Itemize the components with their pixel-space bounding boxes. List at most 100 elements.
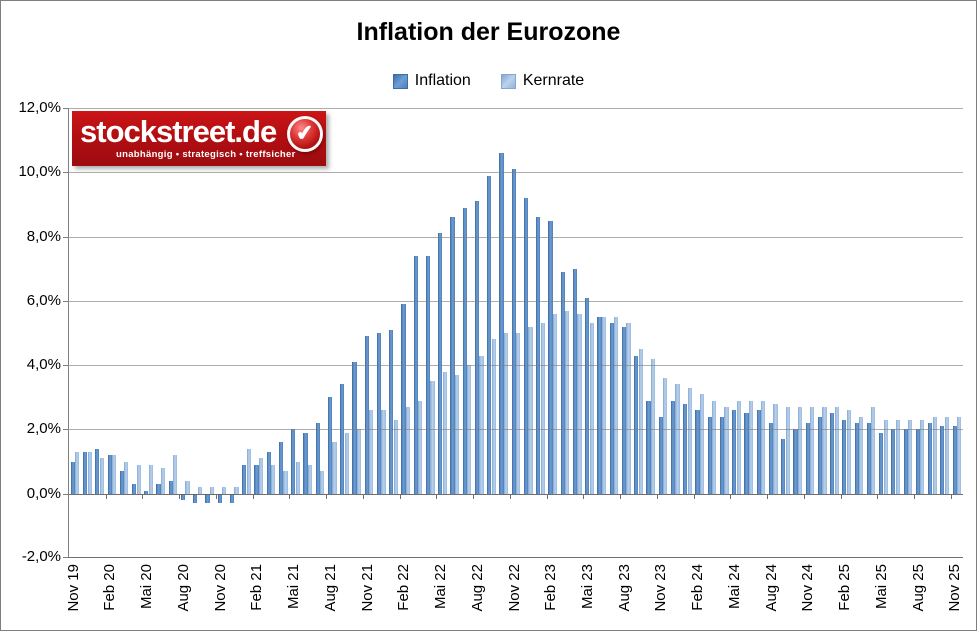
bar-kernrate: [442, 371, 447, 494]
y-axis-label: -2,0%: [21, 548, 61, 565]
x-axis-tick: [215, 493, 217, 499]
x-axis-label: Aug 22: [468, 564, 486, 612]
bar-inflation: [487, 175, 492, 494]
x-axis-label: Nov 24: [799, 564, 817, 612]
bar-kernrate: [577, 313, 582, 494]
bar-kernrate: [528, 326, 533, 494]
bar-kernrate: [846, 410, 851, 494]
x-axis-tick: [767, 493, 769, 499]
bar-inflation: [352, 361, 357, 494]
bar-kernrate: [124, 461, 129, 494]
x-axis-tick: [877, 493, 879, 499]
x-axis-label: Aug 25: [909, 564, 927, 612]
y-axis-line: [68, 108, 69, 558]
chart-legend: Inflation Kernrate: [1, 72, 976, 90]
y-axis-tick: [63, 108, 69, 109]
bar-kernrate: [369, 410, 374, 494]
x-axis-tick: [546, 493, 548, 499]
bar-inflation: [585, 297, 590, 494]
gridline: [69, 108, 963, 109]
bar-kernrate: [822, 406, 827, 494]
bar-inflation: [719, 416, 725, 494]
bar-kernrate: [209, 487, 215, 494]
bar-inflation: [866, 423, 871, 494]
bar-inflation: [291, 429, 296, 494]
y-axis-label: 0,0%: [26, 484, 61, 502]
bar-inflation: [278, 442, 284, 494]
y-axis-tick: [63, 172, 69, 174]
bar-inflation: [438, 233, 443, 494]
bar-inflation: [879, 432, 884, 494]
bar-kernrate: [148, 464, 153, 494]
bar-kernrate: [405, 406, 411, 494]
x-axis-label: Aug 24: [762, 564, 780, 612]
bar-inflation: [119, 471, 124, 494]
bar-inflation: [462, 207, 467, 494]
bar-inflation: [793, 429, 798, 494]
bar-inflation: [266, 451, 271, 494]
bar-kernrate: [112, 455, 117, 494]
bar-inflation: [83, 451, 88, 494]
x-axis-label: Mai 21: [285, 564, 303, 610]
bar-kernrate: [908, 419, 913, 494]
bar-inflation: [707, 416, 712, 494]
x-axis-label: Feb 21: [248, 564, 266, 611]
y-axis-label: 2,0%: [26, 420, 61, 438]
x-axis-tick: [656, 493, 658, 499]
bar-inflation: [95, 448, 100, 494]
x-axis-label: Nov 21: [358, 564, 376, 612]
bar-inflation: [205, 493, 210, 504]
bar-kernrate: [871, 406, 876, 494]
x-axis-label: Nov 19: [64, 564, 82, 612]
bar-inflation: [389, 329, 394, 494]
bar-inflation: [156, 484, 161, 494]
plot-area: 12,0% 10,0% 8,0% 6,0% 4,0% 2,0% 0,0% -2,0% Nov 1…: [18, 99, 963, 612]
x-axis-tick: [362, 493, 364, 499]
bar-inflation: [548, 220, 553, 494]
bar-kernrate: [454, 374, 460, 494]
legend-label-kernrate: Kernrate: [522, 72, 585, 89]
x-axis-label: Mai 23: [578, 564, 596, 610]
bar-kernrate: [185, 480, 190, 494]
bar-inflation: [903, 429, 908, 494]
gridline: [69, 429, 963, 431]
bar-inflation: [683, 403, 688, 494]
bar-kernrate: [320, 471, 325, 494]
bar-inflation: [511, 169, 516, 494]
bar-inflation: [425, 255, 431, 494]
bar-inflation: [242, 464, 247, 494]
bar-kernrate: [883, 419, 888, 494]
y-axis-tick: [63, 557, 69, 558]
gridline: [69, 300, 963, 302]
check-icon: ✔: [287, 116, 323, 152]
x-axis-tick: [142, 493, 144, 499]
bar-inflation: [499, 153, 504, 494]
bar-inflation: [401, 304, 406, 494]
bar-inflation: [744, 413, 749, 494]
bar-kernrate: [663, 378, 668, 494]
bar-kernrate: [601, 316, 607, 494]
bar-inflation: [523, 198, 529, 494]
y-axis-tick: [63, 493, 69, 495]
bar-kernrate: [712, 400, 717, 494]
bar-inflation: [940, 426, 945, 494]
x-axis-tick: [326, 493, 328, 499]
bar-inflation: [144, 490, 149, 494]
bar-kernrate: [761, 400, 766, 494]
bar-inflation: [830, 413, 835, 494]
y-axis-label: 10,0%: [18, 163, 61, 181]
bar-inflation: [952, 426, 957, 494]
bar-inflation: [928, 423, 933, 494]
gridline: [69, 557, 963, 558]
bar-kernrate: [565, 310, 570, 494]
bar-kernrate: [797, 406, 802, 494]
y-axis-label: 4,0%: [26, 356, 61, 374]
x-axis-label: Feb 25: [836, 564, 854, 611]
x-axis-tick: [289, 493, 291, 499]
y-axis-label: 6,0%: [26, 291, 61, 309]
x-axis-label: Aug 20: [174, 564, 192, 612]
bar-inflation: [658, 416, 663, 494]
bar-kernrate: [503, 333, 509, 494]
bar-inflation: [646, 400, 651, 494]
